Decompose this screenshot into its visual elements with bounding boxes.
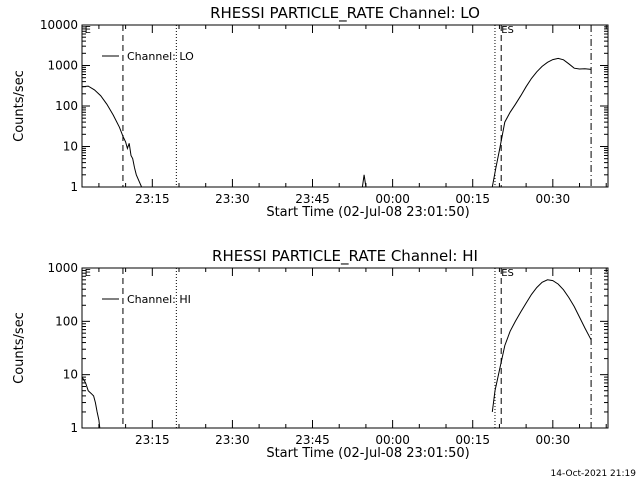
x-tick-label: 00:30 <box>536 433 571 447</box>
y-tick-label: 100 <box>55 99 78 113</box>
marker-label: ES <box>501 268 514 279</box>
series-line-2 <box>491 57 592 188</box>
x-tick-label: 00:30 <box>536 192 571 206</box>
x-tick-label: 00:15 <box>455 433 490 447</box>
chart-title: RHESSI PARTICLE_RATE Channel: HI <box>212 247 478 266</box>
marker-label: E <box>85 268 91 279</box>
y-tick-label: 100 <box>55 314 78 328</box>
series-line-1 <box>491 279 592 412</box>
x-axis-label: Start Time (02-Jul-08 23:01:50) <box>266 446 469 461</box>
x-tick-label: 23:45 <box>295 433 330 447</box>
x-tick-label: 23:15 <box>135 192 170 206</box>
legend-entry: Channel: HI <box>127 293 191 306</box>
series-line-1 <box>361 174 367 188</box>
legend-entry: Channel: LO <box>127 50 194 63</box>
marker-label: E <box>85 25 91 36</box>
y-tick-label: 1000 <box>47 261 78 275</box>
x-tick-label: 23:30 <box>215 192 250 206</box>
x-tick-label: 00:00 <box>375 433 410 447</box>
x-tick-label: 23:30 <box>215 433 250 447</box>
y-tick-label: 10000 <box>40 18 78 32</box>
series-line-0 <box>81 376 101 429</box>
marker-label: ES <box>501 25 514 36</box>
plot-frame <box>81 267 609 429</box>
x-tick-label: 00:00 <box>375 192 410 206</box>
y-tick-label: 1000 <box>47 59 78 73</box>
y-tick-label: 1 <box>70 421 78 435</box>
y-tick-label: 10 <box>63 368 78 382</box>
panel-hi-channel: RHESSI PARTICLE_RATE Channel: HI 1 10 100 10… <box>12 247 609 461</box>
y-tick-label: 1 <box>70 180 78 194</box>
chart-title: RHESSI PARTICLE_RATE Channel: LO <box>210 4 480 23</box>
x-tick-label: 23:15 <box>135 433 170 447</box>
y-tick-label: 10 <box>63 140 78 154</box>
y-axis-label: Counts/sec <box>12 70 27 142</box>
x-tick-label: 00:15 <box>455 192 490 206</box>
timestamp-label: 14-Oct-2021 21:19 <box>551 469 637 479</box>
x-tick-label: 23:45 <box>295 192 330 206</box>
panel-lo-channel: RHESSI PARTICLE_RATE Channel: LO 1 10 100 10… <box>12 4 609 220</box>
series-line-0 <box>81 85 143 188</box>
y-axis-label: Counts/sec <box>12 312 27 384</box>
x-axis-label: Start Time (02-Jul-08 23:01:50) <box>266 205 469 220</box>
